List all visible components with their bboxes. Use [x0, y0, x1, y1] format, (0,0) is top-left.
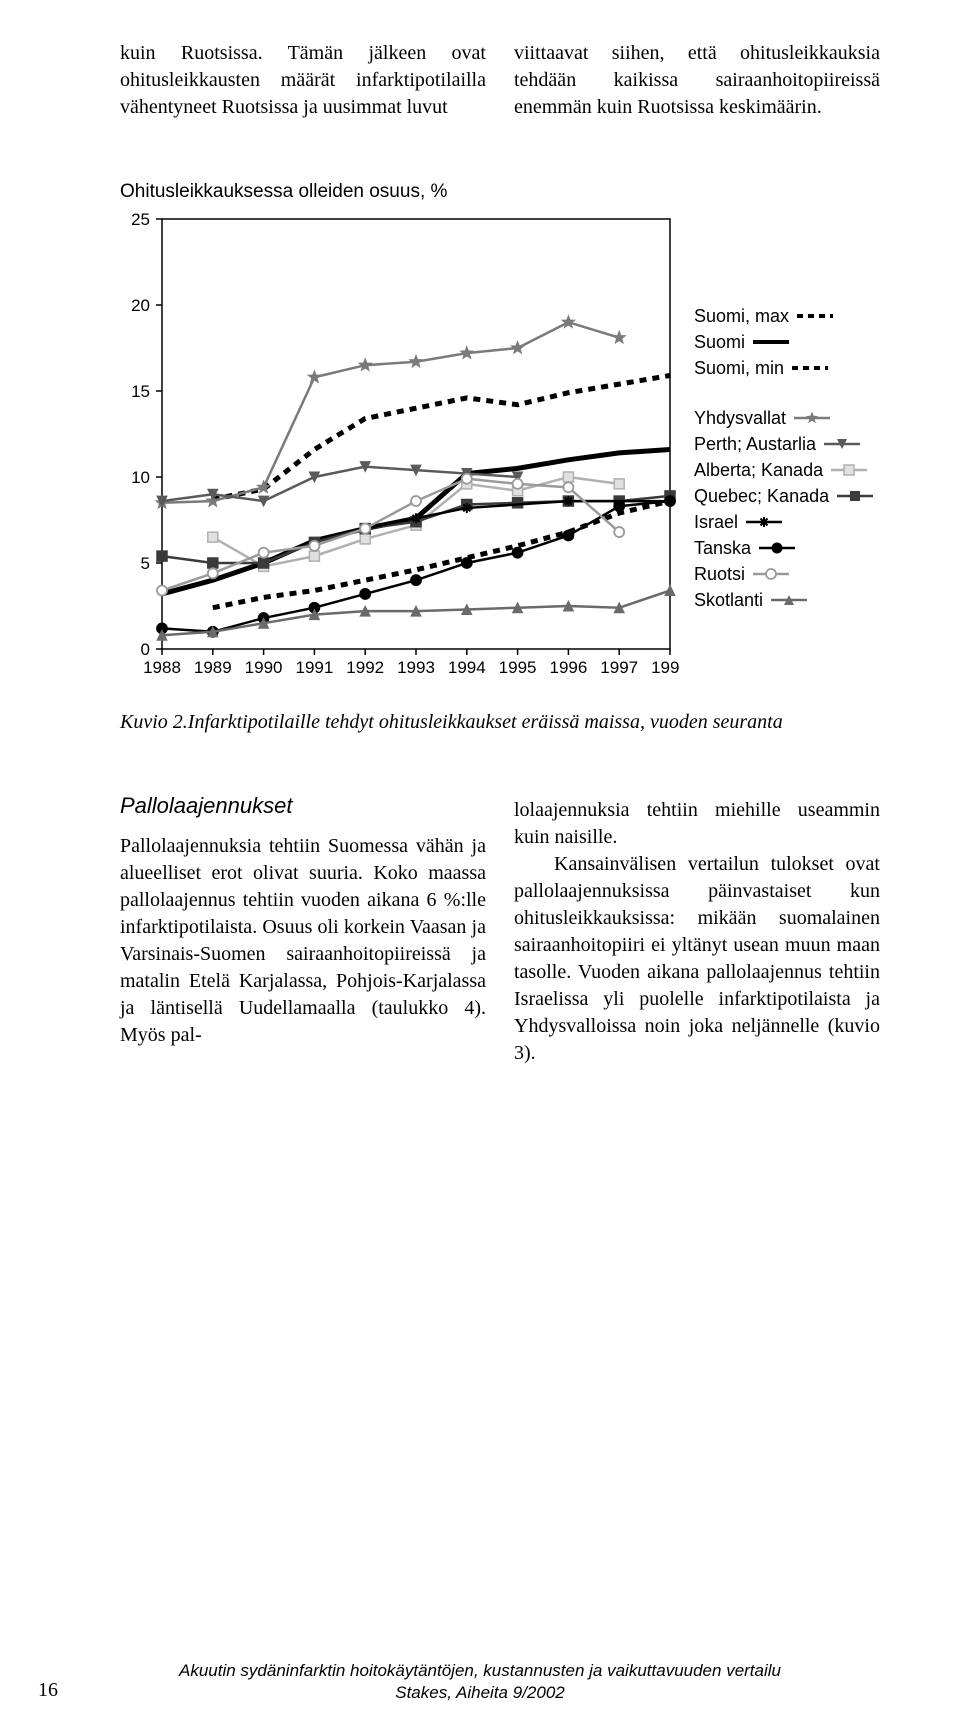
svg-text:1993: 1993: [397, 658, 435, 677]
legend-item-perth: Perth; Austarlia: [694, 431, 875, 457]
legend-label: Israel: [694, 509, 738, 535]
legend-label: Skotlanti: [694, 587, 763, 613]
legend-group: Suomi, maxSuomiSuomi, min: [694, 303, 875, 381]
chart-legend: Suomi, maxSuomiSuomi, min YhdysvallatPert…: [694, 213, 875, 637]
svg-text:1997: 1997: [600, 658, 638, 677]
legend-label: Alberta; Kanada: [694, 457, 823, 483]
svg-text:15: 15: [131, 382, 150, 401]
svg-text:1992: 1992: [346, 658, 384, 677]
legend-item-quebec: Quebec; Kanada: [694, 483, 875, 509]
svg-text:0: 0: [141, 640, 150, 659]
chart-and-legend: 0 5 10 15 20 25 1988 1989 1990 1991 1992 1993 1994 19…: [120, 213, 880, 683]
line-chart: 0 5 10 15 20 25 1988 1989 1990 1991 1992 1993 1994 19…: [120, 213, 680, 683]
svg-text:20: 20: [131, 296, 150, 315]
legend-label: Suomi, min: [694, 355, 784, 381]
intro-col2: viittaavat siihen, että ohitusleikkauksi…: [514, 40, 880, 121]
body-columns: Pallolaajennukset Pallolaajennuksia teht…: [120, 735, 880, 1067]
caption-label: Kuvio 2.: [120, 711, 188, 733]
legend-item-skotlanti: Skotlanti: [694, 587, 875, 613]
chart-title: Ohitusleikkauksessa olleiden osuus, %: [120, 181, 880, 203]
body-col2a: lolaajennuksia tehtiin miehille useammin…: [514, 797, 880, 851]
legend-item-ruotsi: Ruotsi: [694, 561, 875, 587]
svg-text:10: 10: [131, 468, 150, 487]
svg-text:1990: 1990: [245, 658, 283, 677]
section-heading: Pallolaajennukset: [120, 791, 486, 821]
svg-text:1996: 1996: [549, 658, 587, 677]
svg-text:1998: 1998: [651, 658, 680, 677]
legend-label: Quebec; Kanada: [694, 483, 829, 509]
legend-label: Suomi, max: [694, 303, 789, 329]
body-col2b: Kansainvälisen vertailun tulokset ovat p…: [514, 851, 880, 1067]
legend-item-suomi_max: Suomi, max: [694, 303, 875, 329]
page-footer: Akuutin sydäninfarktin hoitokäytäntöjen,…: [0, 1660, 960, 1704]
legend-label: Perth; Austarlia: [694, 431, 816, 457]
intro-columns: kuin Ruotsissa. Tämän jälkeen ovat ohitu…: [120, 40, 880, 121]
svg-text:25: 25: [131, 213, 150, 229]
legend-group: YhdysvallatPerth; AustarliaAlberta; Kana…: [694, 405, 875, 613]
footer-line2: Stakes, Aiheita 9/2002: [0, 1682, 960, 1704]
body-col1: Pallolaajennuksia tehtiin Suomessa vähän…: [120, 833, 486, 1049]
svg-text:5: 5: [141, 554, 150, 573]
legend-item-alberta: Alberta; Kanada: [694, 457, 875, 483]
legend-item-suomi: Suomi: [694, 329, 875, 355]
legend-item-tanska: Tanska: [694, 535, 875, 561]
svg-text:1994: 1994: [448, 658, 486, 677]
legend-label: Yhdysvallat: [694, 405, 786, 431]
svg-text:1995: 1995: [499, 658, 537, 677]
legend-item-israel: Israel: [694, 509, 875, 535]
caption-text: Infarktipotilaille tehdyt ohitusleikkauk…: [188, 711, 783, 733]
svg-text:1989: 1989: [194, 658, 232, 677]
svg-text:1988: 1988: [143, 658, 181, 677]
legend-label: Tanska: [694, 535, 751, 561]
footer-line1: Akuutin sydäninfarktin hoitokäytäntöjen,…: [0, 1660, 960, 1682]
legend-item-suomi_min: Suomi, min: [694, 355, 875, 381]
figure-caption: Kuvio 2.Infarktipotilaille tehdyt ohitus…: [120, 709, 880, 735]
intro-col1: kuin Ruotsissa. Tämän jälkeen ovat ohitu…: [120, 40, 486, 121]
svg-text:1991: 1991: [295, 658, 333, 677]
legend-item-usa: Yhdysvallat: [694, 405, 875, 431]
legend-label: Suomi: [694, 329, 745, 355]
legend-label: Ruotsi: [694, 561, 745, 587]
